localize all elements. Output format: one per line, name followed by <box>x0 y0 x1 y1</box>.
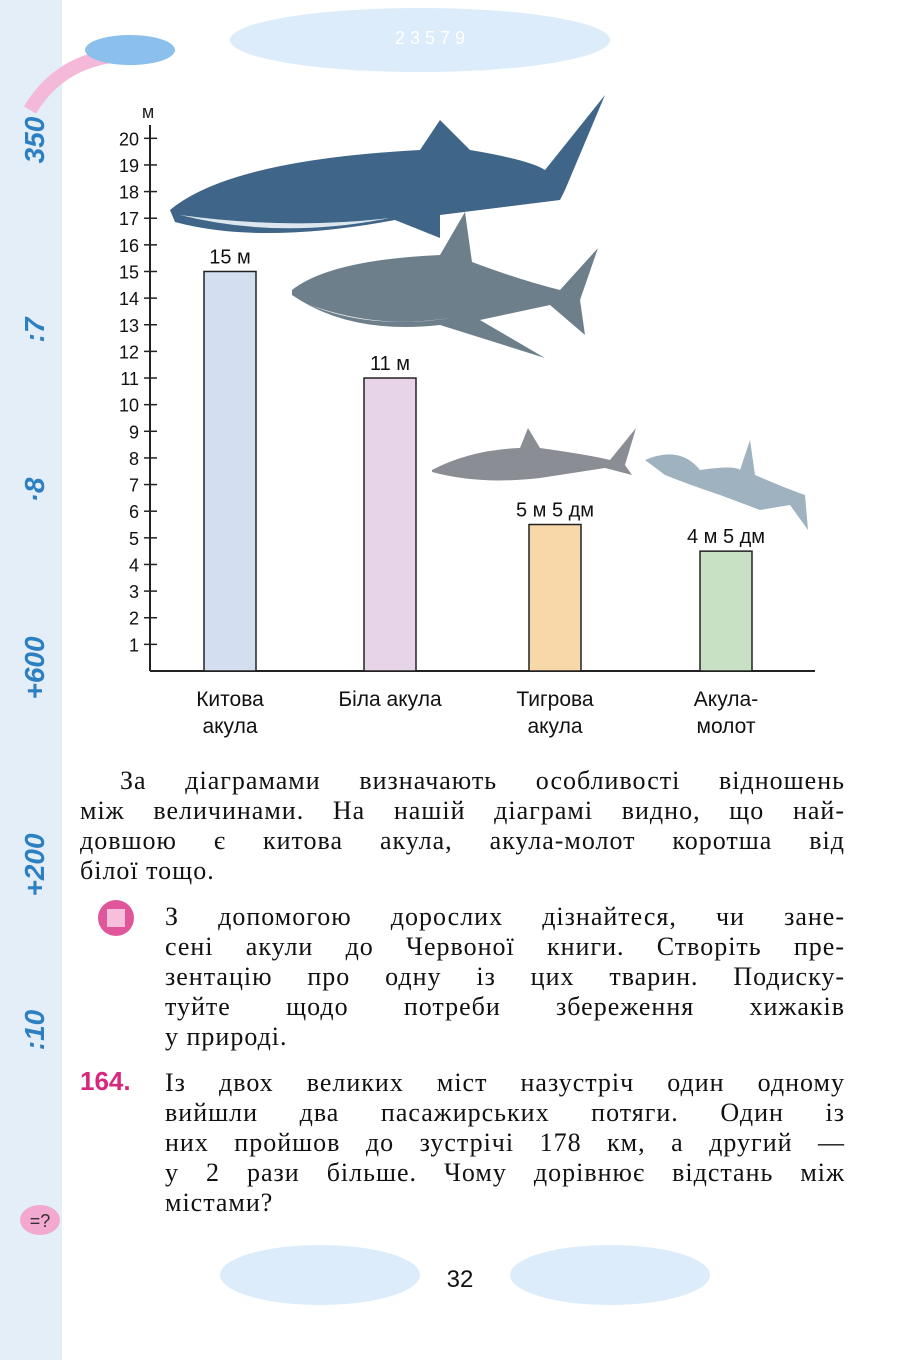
text-line: них пройшов до зустрічі 178 км, а другий… <box>165 1128 845 1157</box>
airplane <box>85 35 175 65</box>
margin-label: :10 <box>19 1009 50 1050</box>
header-digits: 2 3 5 7 9 <box>395 28 465 48</box>
cloud <box>230 8 610 72</box>
margin-label: :7 <box>19 316 50 342</box>
bar <box>699 550 753 672</box>
text-line: За діаграмами визначають особливості від… <box>120 766 845 795</box>
text-line: містами? <box>165 1188 274 1217</box>
y-tick-label: 15 <box>119 262 139 282</box>
y-tick-label: 19 <box>119 156 139 176</box>
y-axis-label: м <box>142 102 154 122</box>
puzzle-icon <box>107 909 125 927</box>
value-label: 4 м 5 дм <box>687 526 765 548</box>
problem-number: 164. <box>80 1066 131 1096</box>
text-line: білої тощо. <box>80 856 215 885</box>
x-tick-label: Тигрова акула <box>516 688 594 738</box>
value-label: 5 м 5 дм <box>516 500 594 522</box>
value-label: 15 м <box>209 246 251 268</box>
y-tick-label: 14 <box>119 289 139 309</box>
shark-illustration <box>645 440 808 530</box>
text-line: довшою є китова акула, акула-молот корот… <box>80 826 845 855</box>
text-line: З допомогою дорослих дізнайтеся, чи зане… <box>165 902 845 931</box>
shark-illustration <box>292 212 598 358</box>
y-tick-label: 12 <box>119 342 139 362</box>
y-tick-label: 5 <box>129 529 139 549</box>
margin-label: ·8 <box>19 477 50 502</box>
y-tick-label: 16 <box>119 236 139 256</box>
margin-strip <box>0 0 62 1360</box>
page-number: 32 <box>446 1266 474 1293</box>
margin-label: +200 <box>19 833 50 896</box>
text-line: туйте щодо потреби збереження хижаків <box>165 992 845 1021</box>
text-line: вийшли два пасажирських потяги. Один із <box>165 1098 845 1127</box>
text-line: Із двох великих міст назустріч один одно… <box>165 1068 845 1097</box>
x-tick-label: Біла акула <box>338 688 442 711</box>
equals-question-icon <box>20 1205 60 1235</box>
y-tick-label: 4 <box>129 555 139 575</box>
y-tick-label: 8 <box>129 449 139 469</box>
y-tick-label: 18 <box>119 183 139 203</box>
value-label: 11 м <box>370 353 410 375</box>
y-tick-label: 9 <box>129 422 139 442</box>
text-line: у 2 рази більше. Чому дорівнює відстань … <box>165 1158 845 1187</box>
bar <box>203 270 257 672</box>
y-tick-label: 6 <box>129 502 139 522</box>
shark-illustration <box>170 95 605 238</box>
margin-label: +600 <box>19 636 50 699</box>
y-tick-label: 17 <box>119 209 139 229</box>
text-line: у природі. <box>165 1022 288 1051</box>
bar <box>528 523 582 672</box>
y-tick-label: 2 <box>129 609 139 629</box>
x-tick-label: Китова акула <box>196 688 264 738</box>
y-tick-label: 13 <box>119 316 139 336</box>
y-tick-label: 3 <box>129 582 139 602</box>
shark-illustration <box>432 428 636 481</box>
text-line: між величинами. На нашій діаграмі видно,… <box>80 796 845 825</box>
y-tick-label: 11 <box>120 369 139 389</box>
text-line: зентацію про одну із цих тварин. Подиску… <box>165 962 845 991</box>
x-tick-label: Акула-молот <box>693 688 759 738</box>
y-tick-label: 7 <box>129 476 139 496</box>
bar <box>363 377 417 672</box>
equals-question-icon: =? <box>30 1211 51 1231</box>
y-tick-label: 1 <box>129 635 139 655</box>
text-line: сені акули до Червоної книги. Створіть п… <box>165 932 845 961</box>
y-tick-label: 20 <box>119 129 139 149</box>
cloud <box>220 1245 420 1305</box>
y-tick-label: 10 <box>119 396 139 416</box>
margin-label: 350 <box>19 116 50 163</box>
cloud <box>510 1245 710 1305</box>
